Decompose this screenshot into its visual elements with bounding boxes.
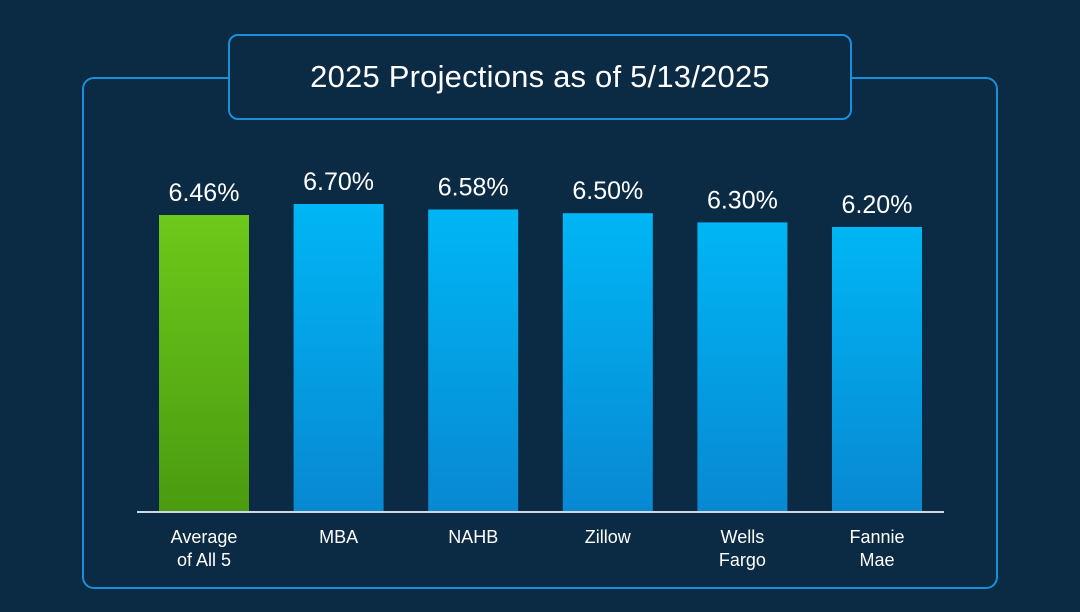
bar xyxy=(428,209,519,511)
bars-layer xyxy=(159,204,922,511)
bar xyxy=(832,227,922,511)
data-label: 6.70% xyxy=(303,168,374,196)
category-tick-label: Wells xyxy=(721,527,765,547)
category-tick-label: Average xyxy=(171,527,238,547)
category-tick-label: NAHB xyxy=(448,527,498,547)
data-label: 6.20% xyxy=(842,191,913,219)
data-label: 6.50% xyxy=(572,177,643,205)
data-label: 6.30% xyxy=(707,186,778,214)
category-tick-label: Fannie xyxy=(849,527,904,547)
bar xyxy=(697,222,788,511)
category-labels-layer: Average of All 5 MBA NAHB Zillow Wells Fargo Fa… xyxy=(171,527,905,570)
chart-title: 2025 Projections as of 5/13/2025 xyxy=(310,59,770,94)
bar xyxy=(159,215,249,511)
category-tick-label: Zillow xyxy=(585,527,632,547)
category-tick-label: Fargo xyxy=(719,550,766,570)
category-tick-label: Mae xyxy=(859,550,894,570)
category-tick-label: of All 5 xyxy=(177,550,231,570)
data-label: 6.58% xyxy=(438,174,509,202)
title-box: 2025 Projections as of 5/13/2025 xyxy=(228,34,852,120)
bar xyxy=(293,204,384,511)
data-label: 6.46% xyxy=(169,179,240,207)
labels-layer: 6.46% 6.70% 6.58% 6.50% 6.30% 6.20% xyxy=(169,168,913,219)
bar xyxy=(562,213,653,511)
category-tick-label: MBA xyxy=(319,527,358,547)
